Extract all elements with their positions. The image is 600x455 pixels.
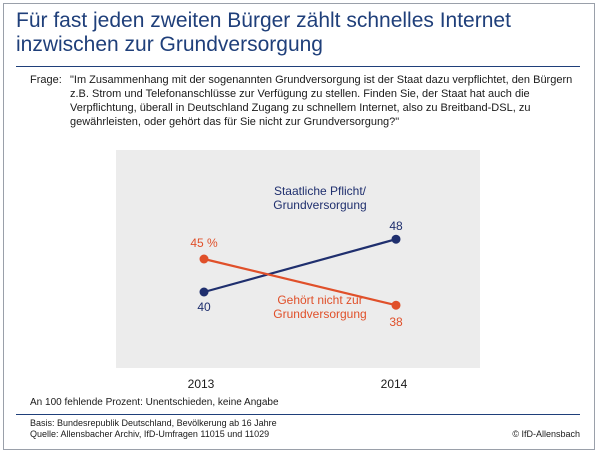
footer-divider	[16, 414, 580, 415]
plot-background	[116, 150, 480, 368]
data-label-series2-2013: 45 %	[190, 236, 218, 250]
series-name-2-line2: Grundversorgung	[273, 307, 366, 321]
copyright-text: © IfD-Allensbach	[512, 429, 580, 439]
series-line-1	[203, 238, 397, 294]
data-label-series1-2014: 48	[389, 219, 403, 233]
data-point-series2-2013	[199, 254, 209, 264]
page-title: Für fast jeden zweiten Bürger zählt schn…	[16, 9, 511, 56]
series-name-2-line1: Gehört nicht zur	[277, 293, 362, 307]
basis-text: Basis: Bundesrepublik Deutschland, Bevöl…	[30, 418, 277, 428]
source-text: Quelle: Allensbacher Archiv, IfD-Umfrage…	[30, 429, 270, 439]
series-name-1-line2: Grundversorgung	[273, 198, 366, 212]
line-chart: 40 48 Staatliche Pflicht/Grundversorgung 45…	[116, 150, 480, 368]
data-point-series1-2014	[391, 234, 401, 244]
survey-question: Frage: "Im Zusammenhang mit der sogenann…	[30, 73, 582, 129]
title-divider	[16, 66, 580, 67]
data-label-series1-2013: 40	[197, 300, 211, 314]
x-tick-label-2014: 2014	[380, 377, 408, 391]
series-line-2	[203, 257, 397, 307]
data-label-series2-2014: 38	[389, 315, 403, 329]
data-point-series2-2014	[391, 300, 401, 310]
series-name-1-line1: Staatliche Pflicht/	[274, 184, 367, 198]
x-tick-label-2013: 2013	[187, 377, 215, 391]
question-prefix: Frage:	[30, 74, 62, 86]
question-text: "Im Zusammenhang mit der sogenannten Gru…	[70, 74, 573, 128]
data-point-series1-2013	[199, 287, 209, 297]
footnote: An 100 fehlende Prozent: Unentschieden, …	[30, 397, 279, 408]
chart-svg: 40 48 Staatliche Pflicht/Grundversorgung 45…	[116, 150, 480, 368]
